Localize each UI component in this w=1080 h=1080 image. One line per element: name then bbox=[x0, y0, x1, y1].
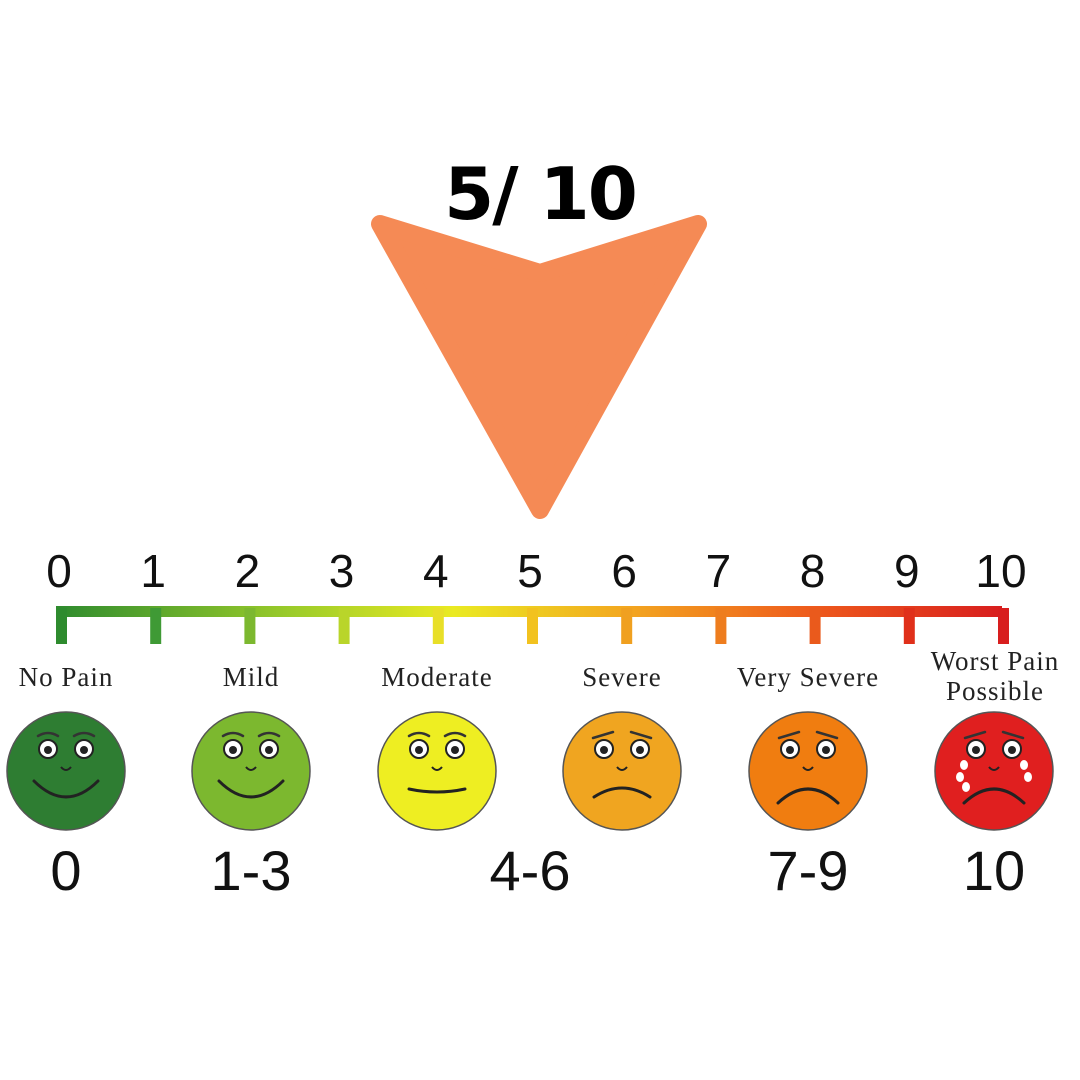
tick-number: 3 bbox=[328, 545, 355, 597]
tick-number: 8 bbox=[799, 545, 826, 597]
crying-face-icon bbox=[934, 711, 1054, 831]
level-label-line: Severe bbox=[582, 662, 662, 692]
face-icons bbox=[6, 711, 1054, 831]
tick-mark-7 bbox=[715, 608, 727, 644]
range-label: 10 bbox=[962, 839, 1026, 902]
happy-face-icon bbox=[6, 711, 126, 831]
tick-number: 0 bbox=[46, 545, 72, 597]
tick-mark-3 bbox=[338, 608, 350, 644]
level-label-line: No Pain bbox=[18, 662, 114, 692]
level-label-line: Moderate bbox=[381, 662, 493, 692]
range-label: 0 bbox=[50, 839, 82, 902]
level-label-line: Worst Pain bbox=[930, 646, 1060, 676]
very-sad-face-icon bbox=[748, 711, 868, 831]
tick-marks bbox=[56, 608, 1009, 644]
sad-face-icon bbox=[562, 711, 682, 831]
tick-mark-9 bbox=[903, 608, 915, 644]
tick-number: 7 bbox=[705, 545, 732, 597]
tick-number: 2 bbox=[234, 545, 261, 597]
neutral-face-icon bbox=[377, 711, 497, 831]
tick-mark-0 bbox=[56, 608, 67, 644]
happy-face-icon bbox=[191, 711, 311, 831]
level-label: Mild bbox=[223, 662, 280, 692]
tick-number: 1 bbox=[140, 545, 166, 597]
range-label: 4-6 bbox=[489, 839, 571, 902]
tick-mark-10 bbox=[998, 608, 1009, 644]
tick-number: 6 bbox=[611, 545, 637, 597]
range-label: 1-3 bbox=[210, 839, 292, 902]
range-label: 7-9 bbox=[767, 839, 849, 902]
tick-mark-5 bbox=[527, 608, 538, 644]
tick-mark-8 bbox=[809, 608, 821, 644]
level-label: Severe bbox=[582, 662, 661, 692]
level-label: Worst Pain Possible bbox=[931, 646, 1060, 706]
tick-number: 4 bbox=[423, 545, 449, 597]
level-label: No Pain bbox=[19, 662, 114, 692]
level-label-line: Very Severe bbox=[736, 662, 880, 692]
pain-rating-value: 5/ 10 bbox=[444, 152, 638, 236]
level-label: Very Severe bbox=[737, 662, 879, 692]
level-label-line: Mild bbox=[222, 662, 280, 692]
tick-number: 5 bbox=[517, 545, 543, 597]
pointer-arrow-icon bbox=[371, 215, 707, 519]
tick-number: 9 bbox=[894, 545, 920, 597]
tick-mark-6 bbox=[621, 608, 633, 644]
tick-number: 10 bbox=[975, 545, 1027, 597]
tick-mark-1 bbox=[150, 608, 162, 644]
tick-mark-2 bbox=[244, 608, 256, 644]
tick-mark-4 bbox=[432, 608, 444, 644]
level-label-line: Possible bbox=[945, 676, 1045, 706]
level-label: Moderate bbox=[381, 662, 492, 692]
